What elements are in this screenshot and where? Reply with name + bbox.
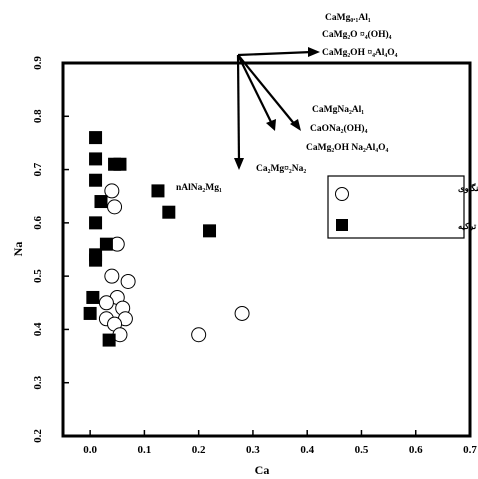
legend-open-circle-marker bbox=[335, 187, 349, 201]
plot-frame bbox=[61, 61, 472, 438]
annotation-mid-3: CaMg₂OH Na₂Al₄O₄ bbox=[306, 143, 389, 153]
arrow-head-top bbox=[308, 47, 320, 57]
data-point-filled-square bbox=[102, 333, 116, 347]
data-point-filled-square bbox=[89, 253, 103, 267]
data-point-open-circle bbox=[104, 268, 120, 284]
annotation-top-3: CaMg₂OH ¤₄Al₄O₄ bbox=[322, 48, 398, 58]
series-open-circles bbox=[98, 183, 250, 343]
data-point-filled-square bbox=[99, 237, 113, 251]
arrow-to-mid-2 bbox=[237, 54, 297, 127]
data-point-open-circle bbox=[234, 305, 250, 321]
arrow-to-mid-1 bbox=[237, 54, 273, 125]
arrow-to-low-label bbox=[236, 54, 241, 163]
data-point-filled-square bbox=[162, 205, 176, 219]
data-point-filled-square bbox=[89, 216, 103, 230]
annotation-low: Ca₂Mg¤₂Na₂ bbox=[256, 164, 306, 174]
data-point-open-circle bbox=[120, 273, 136, 289]
annotation-top-1: CaMg₀.₁Al₁ bbox=[325, 13, 371, 23]
annotation-arrows bbox=[236, 50, 313, 163]
data-point-open-circle bbox=[98, 295, 114, 311]
x-tick-label: 0.6 bbox=[409, 444, 423, 456]
y-tick-label: 0.5 bbox=[32, 269, 44, 283]
x-axis-label: Ca bbox=[255, 463, 270, 477]
data-point-filled-square bbox=[86, 290, 100, 304]
legend-label-filled: کورندوم های ترکیه bbox=[458, 221, 478, 232]
x-tick-label: 0.4 bbox=[300, 444, 314, 456]
y-tick-label: 0.9 bbox=[32, 56, 44, 70]
arrow-head-mid-1 bbox=[266, 119, 276, 131]
arrow-to-top bbox=[237, 50, 313, 57]
y-axis-label: Na bbox=[11, 242, 25, 257]
y-tick-label: 0.2 bbox=[32, 429, 44, 443]
data-point-filled-square bbox=[151, 184, 165, 198]
y-tick-label: 0.3 bbox=[32, 375, 44, 389]
axis-ticks: 0.0 0.1 0.2 0.3 0.4 0.5 0.6 0.7 0.2 0.3 0.4 0.5 0.6 0… bbox=[32, 56, 477, 456]
data-point-open-circle bbox=[107, 199, 123, 215]
legend: پورفیروبلاست های منطقه زمان آباد منگاوی … bbox=[327, 175, 478, 239]
y-tick-label: 0.6 bbox=[32, 215, 44, 229]
x-tick-label: 0.2 bbox=[192, 444, 206, 456]
arrow-head-mid-2 bbox=[290, 119, 301, 131]
annotation-mid-1: CaMgNa₂Al₁ bbox=[312, 105, 364, 115]
data-point-filled-square bbox=[113, 157, 127, 171]
legend-box bbox=[327, 175, 465, 239]
data-point-open-circle bbox=[104, 183, 120, 199]
x-tick-label: 0.7 bbox=[463, 444, 477, 456]
annotation-near: nAlNa₂Mg₁ bbox=[176, 183, 222, 193]
legend-label-open: پورفیروبلاست های منطقه زمان آباد منگاوی bbox=[458, 182, 478, 194]
arrow-heads bbox=[234, 47, 320, 170]
data-point-filled-square bbox=[203, 224, 217, 238]
data-point-filled-square bbox=[83, 306, 97, 320]
annotation-mid-2: CaONa₂(OH)₄ bbox=[310, 123, 368, 134]
arrow-head-low bbox=[234, 158, 244, 170]
y-tick-label: 0.8 bbox=[32, 109, 44, 123]
data-point-filled-square bbox=[94, 195, 108, 209]
x-tick-label: 0.3 bbox=[246, 444, 260, 456]
y-tick-label: 0.7 bbox=[32, 162, 44, 176]
data-point-filled-square bbox=[89, 131, 103, 145]
data-point-filled-square bbox=[89, 173, 103, 187]
x-tick-label: 0.1 bbox=[138, 444, 152, 456]
data-point-filled-square bbox=[89, 152, 103, 166]
legend-filled-square-marker bbox=[336, 219, 348, 231]
data-point-open-circle bbox=[191, 327, 207, 343]
y-tick-label: 0.4 bbox=[32, 322, 44, 336]
x-tick-label: 0.5 bbox=[355, 444, 369, 456]
x-tick-label: 0.0 bbox=[83, 444, 97, 456]
annotation-top-2: CaMg₂O ¤₄(OH)₄ bbox=[322, 29, 392, 40]
series-filled-squares bbox=[83, 131, 217, 347]
